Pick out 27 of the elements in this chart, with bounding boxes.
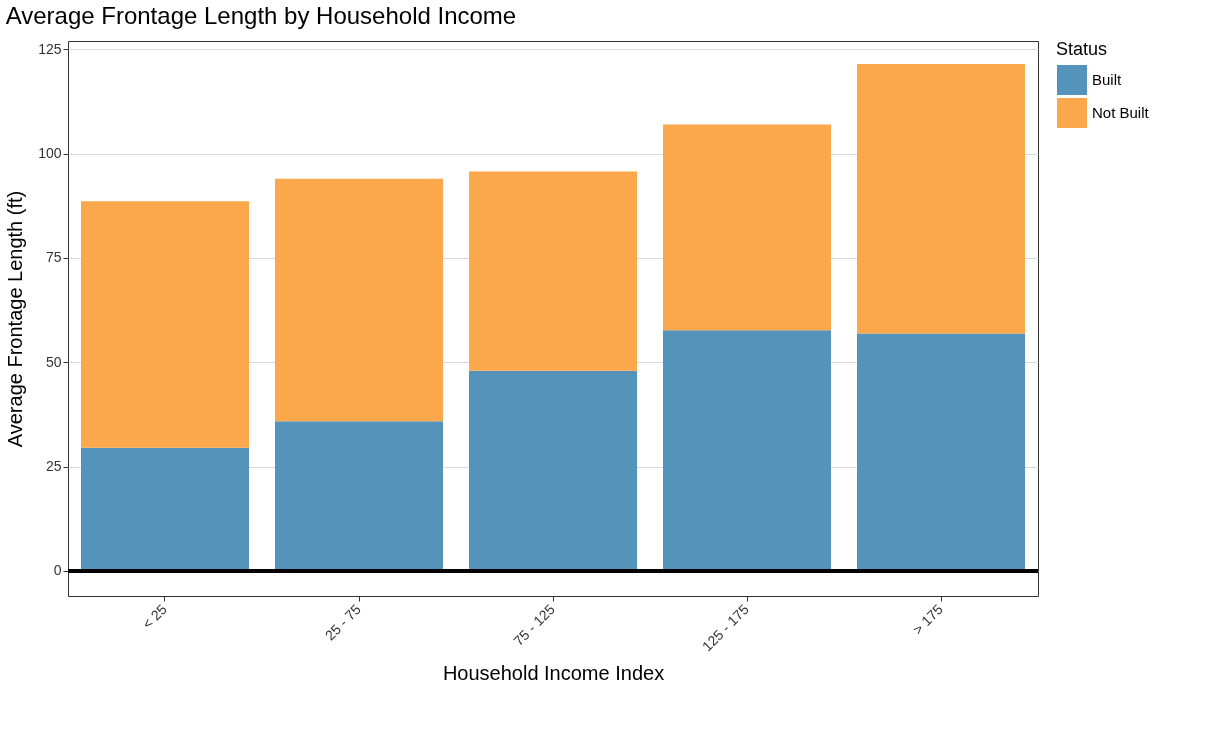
bar xyxy=(469,171,637,371)
y-tick-label: 100 xyxy=(38,145,62,162)
y-tick-label: 25 xyxy=(45,458,62,475)
bar xyxy=(275,421,443,571)
legend-label: Built xyxy=(1092,71,1123,88)
bar xyxy=(857,63,1025,334)
y-axis-title: Average Frontage Length (ft) xyxy=(4,190,27,448)
x-tick-label: 25 - 75 xyxy=(321,600,365,644)
y-tick-label: 75 xyxy=(45,249,62,266)
bar xyxy=(663,124,831,331)
y-tick-label: 50 xyxy=(45,353,62,370)
x-tick-label: 125 - 175 xyxy=(698,600,753,655)
bar xyxy=(81,201,249,448)
x-tick-label: > 175 xyxy=(909,600,947,638)
x-axis-title: Household Income Index xyxy=(442,662,665,685)
legend-label: Not Built xyxy=(1092,104,1150,121)
y-tick-label: 0 xyxy=(53,562,62,579)
bar xyxy=(469,370,637,571)
bar xyxy=(663,330,831,571)
bar xyxy=(275,178,443,422)
chart-title: Average Frontage Length by Household Income xyxy=(5,2,517,29)
bar xyxy=(857,333,1025,571)
legend-title: Status xyxy=(1056,39,1108,59)
x-tick-label: < 25 xyxy=(139,600,171,632)
bar xyxy=(81,447,249,571)
x-tick-label: 75 - 125 xyxy=(510,600,559,649)
y-tick-label: 125 xyxy=(38,40,62,57)
